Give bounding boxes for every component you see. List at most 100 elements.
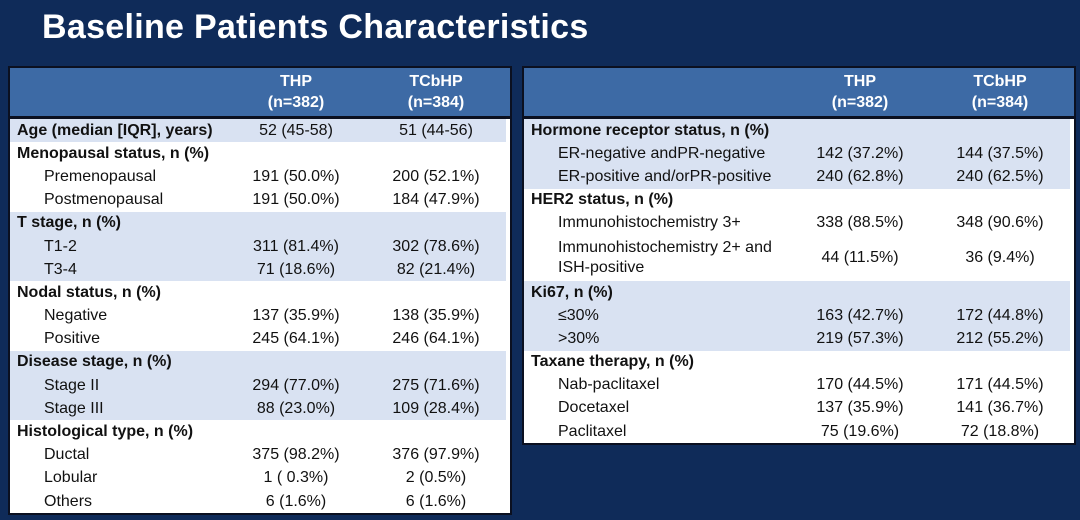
thp-value: 71 (18.6%) bbox=[256, 260, 336, 278]
table-body: Hormone receptor status, n (%) ER-negativ… bbox=[524, 119, 1074, 444]
table-body: Age (median [IQR], years) 52 (45-58) 51 (4… bbox=[10, 119, 510, 514]
header-tcbhp-label: TCbHP bbox=[973, 73, 1027, 90]
thp-value: 375 (98.2%) bbox=[252, 446, 340, 464]
row-label: Negative bbox=[44, 307, 108, 325]
thp-value: 163 (42.7%) bbox=[816, 306, 904, 324]
table-row: ER-positive and/orPR-positive 240 (62.8%)… bbox=[524, 165, 1074, 189]
baseline-table-right: THP (n=382) TCbHP (n=384) Hormone recept… bbox=[522, 66, 1076, 446]
table-row: Ductal 375 (98.2%) 376 (97.9%) bbox=[10, 443, 510, 467]
table-row: T3-4 71 (18.6%) 82 (21.4%) bbox=[10, 258, 510, 282]
table-row: Paclitaxel 75 (19.6%) 72 (18.8%) bbox=[524, 420, 1074, 444]
table-row: Immunohistochemistry 3+ 338 (88.5%) 348 (9… bbox=[524, 211, 1074, 235]
table-row: T1-2 311 (81.4%) 302 (78.6%) bbox=[10, 234, 510, 259]
row-label: Stage II bbox=[44, 376, 100, 394]
thp-value: 137 (35.9%) bbox=[252, 307, 340, 325]
tcbhp-value: 144 (37.5%) bbox=[956, 144, 1044, 162]
table-row: >30% 219 (57.3%) 212 (55.2%) bbox=[524, 327, 1074, 351]
header-tcbhp-label: TCbHP bbox=[409, 73, 463, 90]
tcbhp-value: 200 (52.1%) bbox=[392, 167, 480, 185]
tcbhp-value: 184 (47.9%) bbox=[392, 191, 480, 209]
table-row: Postmenopausal 191 (50.0%) 184 (47.9%) bbox=[10, 188, 510, 212]
table-row: T stage, n (%) bbox=[10, 211, 510, 235]
thp-value: 6 (1.6%) bbox=[265, 492, 327, 510]
table-row: Disease stage, n (%) bbox=[10, 350, 510, 375]
tcbhp-value: 141 (36.7%) bbox=[956, 399, 1044, 417]
row-label: Ki67, n (%) bbox=[531, 283, 613, 301]
row-label: Menopausal status, n (%) bbox=[17, 144, 210, 162]
header-thp-label: THP bbox=[280, 73, 312, 90]
row-label: Paclitaxel bbox=[558, 422, 627, 440]
table-row: ≤30% 163 (42.7%) 172 (44.8%) bbox=[524, 304, 1074, 328]
tcbhp-value: 246 (64.1%) bbox=[392, 330, 480, 348]
table-row: Stage II 294 (77.0%) 275 (71.6%) bbox=[10, 374, 510, 398]
row-label: ≤30% bbox=[558, 306, 599, 324]
row-label: Positive bbox=[44, 330, 101, 348]
page-title: Baseline Patients Characteristics bbox=[42, 8, 589, 46]
thp-value: 88 (23.0%) bbox=[256, 399, 336, 417]
tcbhp-value: 348 (90.6%) bbox=[956, 214, 1044, 232]
header-empty-cell bbox=[10, 68, 226, 116]
row-label: T1-2 bbox=[44, 237, 77, 255]
thp-value: 191 (50.0%) bbox=[252, 191, 340, 209]
row-label: HER2 status, n (%) bbox=[531, 191, 674, 209]
table-header-row: THP (n=382) TCbHP (n=384) bbox=[10, 68, 510, 119]
table-row: Docetaxel 137 (35.9%) 141 (36.7%) bbox=[524, 396, 1074, 421]
header-tcbhp-column: TCbHP (n=384) bbox=[366, 68, 506, 116]
header-tcbhp-n: (n=384) bbox=[407, 94, 465, 111]
thp-value: 52 (45-58) bbox=[259, 121, 333, 139]
table-header-row: THP (n=382) TCbHP (n=384) bbox=[524, 68, 1074, 119]
row-label: ER-negative andPR-negative bbox=[558, 144, 766, 162]
table-row: Ki67, n (%) bbox=[524, 280, 1074, 305]
row-label: Hormone receptor status, n (%) bbox=[531, 121, 770, 139]
row-label: T3-4 bbox=[44, 260, 77, 278]
row-label: >30% bbox=[558, 329, 600, 347]
header-tcbhp-n: (n=384) bbox=[971, 94, 1029, 111]
header-thp-n: (n=382) bbox=[267, 94, 325, 111]
thp-value: 1 ( 0.3%) bbox=[263, 469, 329, 487]
row-label: Stage III bbox=[44, 399, 104, 417]
thp-value: 245 (64.1%) bbox=[252, 330, 340, 348]
thp-value: 142 (37.2%) bbox=[816, 144, 904, 162]
thp-value: 311 (81.4%) bbox=[253, 237, 339, 255]
tcbhp-value: 2 (0.5%) bbox=[405, 469, 467, 487]
baseline-table-left: THP (n=382) TCbHP (n=384) Age (median [I… bbox=[8, 66, 512, 516]
row-label: T stage, n (%) bbox=[17, 214, 122, 232]
thp-value: 170 (44.5%) bbox=[816, 376, 904, 394]
table-row: HER2 status, n (%) bbox=[524, 188, 1074, 212]
table-row: Hormone receptor status, n (%) bbox=[524, 119, 1074, 143]
row-label: Ductal bbox=[44, 446, 90, 464]
thp-value: 240 (62.8%) bbox=[816, 167, 904, 185]
tcbhp-value: 6 (1.6%) bbox=[405, 492, 467, 510]
header-empty-cell bbox=[524, 68, 790, 116]
tcbhp-value: 275 (71.6%) bbox=[392, 376, 480, 394]
row-label: Nodal status, n (%) bbox=[17, 283, 162, 301]
tcbhp-value: 212 (55.2%) bbox=[956, 329, 1044, 347]
tcbhp-value: 302 (78.6%) bbox=[392, 237, 480, 255]
thp-value: 219 (57.3%) bbox=[816, 329, 904, 347]
table-row: Nodal status, n (%) bbox=[10, 281, 510, 305]
row-label: Immunohistochemistry 2+ and ISH-positive bbox=[558, 238, 772, 276]
row-label: Taxane therapy, n (%) bbox=[531, 353, 694, 371]
table-row: Negative 137 (35.9%) 138 (35.9%) bbox=[10, 304, 510, 328]
thp-value: 75 (19.6%) bbox=[820, 422, 900, 440]
row-label: Docetaxel bbox=[558, 399, 630, 417]
tcbhp-value: 36 (9.4%) bbox=[965, 248, 1035, 266]
tcbhp-value: 376 (97.9%) bbox=[392, 446, 480, 464]
row-label: Age (median [IQR], years) bbox=[17, 121, 213, 139]
tcbhp-value: 240 (62.5%) bbox=[956, 167, 1044, 185]
tcbhp-value: 171 (44.5%) bbox=[956, 376, 1044, 394]
table-row: Histological type, n (%) bbox=[10, 420, 510, 444]
thp-value: 191 (50.0%) bbox=[252, 167, 340, 185]
row-label: Premenopausal bbox=[44, 167, 157, 185]
header-tcbhp-column: TCbHP (n=384) bbox=[930, 68, 1070, 116]
tcbhp-value: 109 (28.4%) bbox=[392, 399, 480, 417]
header-thp-n: (n=382) bbox=[831, 94, 889, 111]
row-label: Histological type, n (%) bbox=[17, 423, 194, 441]
table-row: Others 6 (1.6%) 6 (1.6%) bbox=[10, 490, 510, 514]
tcbhp-value: 72 (18.8%) bbox=[960, 422, 1040, 440]
thp-value: 294 (77.0%) bbox=[252, 376, 340, 394]
header-thp-label: THP bbox=[844, 73, 876, 90]
tcbhp-value: 82 (21.4%) bbox=[396, 260, 476, 278]
table-row: Immunohistochemistry 2+ and ISH-positive… bbox=[524, 234, 1074, 281]
table-row: Stage III 88 (23.0%) 109 (28.4%) bbox=[10, 397, 510, 421]
